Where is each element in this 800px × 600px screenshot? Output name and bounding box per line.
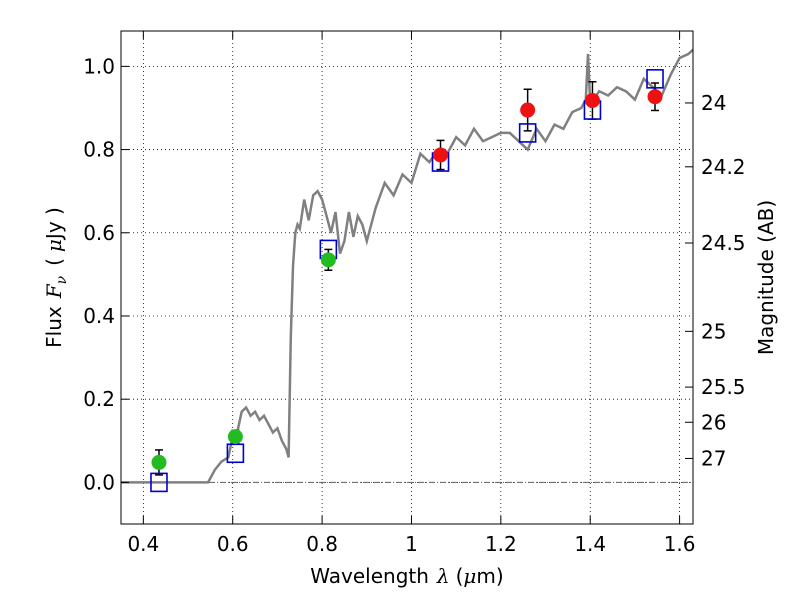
- grid: [121, 31, 693, 524]
- model-band-marker: [226, 443, 245, 464]
- y-axis-label-subscript: ν: [54, 275, 70, 284]
- y-axis-label-symbol: F: [42, 283, 66, 299]
- y-axis-label-prefix: Flux: [42, 306, 66, 348]
- plot-frame: [120, 30, 694, 525]
- x-axis-label: Wavelength λ (μm): [310, 564, 503, 588]
- observed-optical-point: [151, 454, 167, 470]
- y-tick-label: 0.4: [83, 304, 115, 328]
- y-tick-label: 0.8: [83, 138, 115, 162]
- observed-optical-point: [320, 252, 336, 268]
- y-axis-label-unit-open: (: [42, 258, 66, 266]
- model-spectrum-line: [121, 48, 694, 484]
- y-tick-label: 0.0: [83, 470, 115, 494]
- x-tick-label: 0.4: [127, 532, 159, 556]
- model-band-marker: [518, 123, 537, 143]
- x-axis-label-prefix: Wavelength: [310, 564, 429, 588]
- error-bars: [154, 81, 660, 476]
- y2-axis-label: Magnitude (AB): [754, 200, 778, 355]
- model-band-marker: [150, 472, 168, 493]
- observed-nir-point: [584, 92, 600, 108]
- observed-points: [151, 89, 663, 470]
- x-tick-label: 1: [405, 532, 418, 556]
- x-tick-label: 0.8: [306, 532, 338, 556]
- y2-tick-label: 24.2: [701, 155, 746, 179]
- model-band-marker: [646, 69, 664, 89]
- x-tick-label: 0.6: [217, 532, 249, 556]
- x-axis-label-unit-rest: m): [476, 564, 503, 588]
- y2-tick-label: 25.5: [701, 375, 746, 399]
- y2-tick-label: 25: [701, 319, 726, 343]
- y2-tick-label: 24: [701, 91, 726, 115]
- observed-optical-point: [227, 429, 243, 445]
- x-tick-label: 1.6: [664, 532, 696, 556]
- y-tick-label: 1.0: [83, 54, 115, 78]
- observed-nir-point: [647, 89, 663, 105]
- y2-tick-label: 24.5: [701, 231, 746, 255]
- observed-nir-point: [433, 147, 449, 163]
- y-axis-label: Flux Fν ( μJy ): [42, 207, 70, 348]
- x-axis-label-unit-symbol: μ: [463, 564, 476, 588]
- observed-nir-point: [520, 102, 536, 118]
- y-axis-label-unit-symbol: μ: [42, 239, 66, 252]
- y-tick-label: 0.2: [83, 387, 115, 411]
- x-tick-label: 1.2: [485, 532, 517, 556]
- axis-ticks: 0.4 0.6 0.8 1 1.2 1.4 1.6 0.0 0.2 0.4 0.6 0.8 1.0 24 2…: [83, 31, 746, 556]
- x-axis-label-symbol: λ: [436, 564, 450, 588]
- x-axis-label-unit-open: (: [456, 564, 464, 588]
- x-tick-label: 1.4: [574, 532, 606, 556]
- model-band-markers: [150, 69, 664, 493]
- y2-tick-label: 27: [701, 446, 726, 470]
- y-axis-label-unit-rest: Jy ): [42, 207, 66, 241]
- y2-tick-label: 26: [701, 410, 726, 434]
- y-tick-label: 0.6: [83, 221, 115, 245]
